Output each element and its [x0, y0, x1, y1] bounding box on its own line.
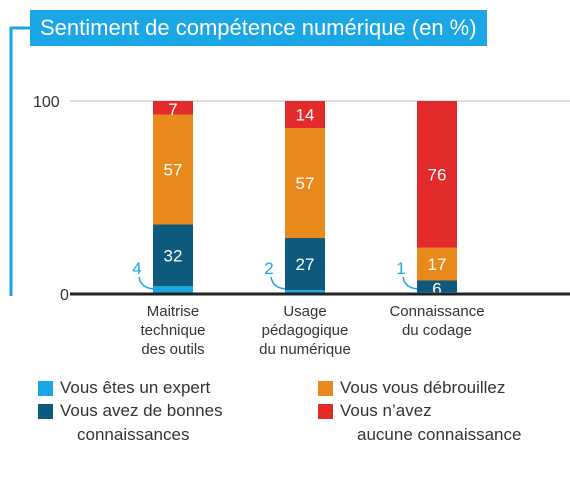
legend-label: Vous êtes un expert: [60, 378, 211, 397]
bar-segment-c1-s2: [285, 128, 325, 239]
data-label-c2-s3: 76: [428, 165, 447, 184]
x-tick-label-1-line-1: pédagogique: [262, 322, 349, 339]
data-label-c2-s1: 6: [432, 279, 441, 298]
x-tick-label-1-line-0: Usage: [283, 303, 326, 320]
bar-segment-c1-s0: [285, 290, 325, 294]
x-tick-label-2-line-1: du codage: [402, 322, 472, 339]
legend-swatch: [38, 381, 53, 396]
bar-segment-c0-s2: [153, 114, 193, 225]
data-label-c0-s0: 4: [132, 259, 141, 278]
data-label-c1-s0: 2: [264, 259, 273, 278]
legend-swatch: [318, 381, 333, 396]
data-label-c1-s1: 27: [296, 255, 315, 274]
y-tick-label-0: 0: [60, 287, 69, 304]
data-label-c0-s3: 7: [168, 100, 177, 119]
bar-segment-c0-s1: [153, 224, 193, 287]
bar-segment-c1-s3: [285, 101, 325, 129]
x-tick-label-0-line-2: des outils: [141, 341, 204, 358]
legend-label: Vous vous débrouillez: [340, 378, 506, 397]
title-bracket-line: [9, 26, 30, 296]
chart-title: Sentiment de compétence numérique (en %): [30, 10, 487, 46]
x-tick-label-1-line-2: du numérique: [259, 341, 351, 358]
bar-segment-c2-s3: [417, 101, 457, 248]
bar-segment-c1-s1: [285, 238, 325, 291]
bar-segment-c0-s3: [153, 101, 193, 115]
y-tick-label-100: 100: [33, 94, 60, 111]
bar-segment-c2-s1: [417, 280, 457, 293]
x-tick-label-0-line-1: technique: [140, 322, 205, 339]
data-label-c1-s2: 57: [296, 174, 315, 193]
data-label-c0-s2: 57: [164, 161, 183, 180]
data-label-c0-s1: 32: [164, 246, 183, 265]
data-label-c2-s2: 17: [428, 255, 447, 274]
data-label-c1-s3: 14: [296, 106, 315, 125]
legend-label: aucune connaissance: [357, 425, 522, 444]
data-label-c2-s0: 1: [396, 259, 405, 278]
data-label-leader-c0-s0: [138, 276, 157, 290]
x-tick-label-2-line-0: Connaissance: [389, 303, 484, 320]
legend-label: Vous avez de bonnes: [60, 401, 223, 420]
legend-swatch: [318, 404, 333, 419]
x-tick-label-0-line-0: Maitrise: [147, 303, 200, 320]
legend-label: Vous n’avez: [340, 401, 432, 420]
bar-segment-c0-s0: [153, 286, 193, 294]
legend-label: connaissances: [77, 425, 190, 444]
bar-segment-c2-s2: [417, 247, 457, 281]
legend-swatch: [38, 404, 53, 419]
